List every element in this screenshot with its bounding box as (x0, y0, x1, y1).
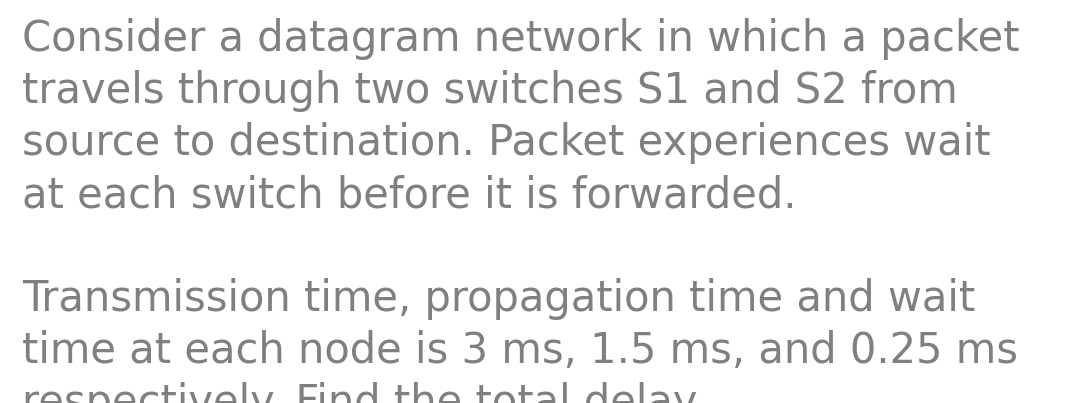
Text: respectively. Find the total delay.: respectively. Find the total delay. (22, 382, 705, 403)
Text: Consider a datagram network in which a packet: Consider a datagram network in which a p… (22, 18, 1020, 60)
Text: at each switch before it is forwarded.: at each switch before it is forwarded. (22, 174, 797, 216)
Text: time at each node is 3 ms, 1.5 ms, and 0.25 ms: time at each node is 3 ms, 1.5 ms, and 0… (22, 330, 1018, 372)
Text: source to destination. Packet experiences wait: source to destination. Packet experience… (22, 122, 990, 164)
Text: travels through two switches S1 and S2 from: travels through two switches S1 and S2 f… (22, 70, 958, 112)
Text: Transmission time, propagation time and wait: Transmission time, propagation time and … (22, 278, 975, 320)
